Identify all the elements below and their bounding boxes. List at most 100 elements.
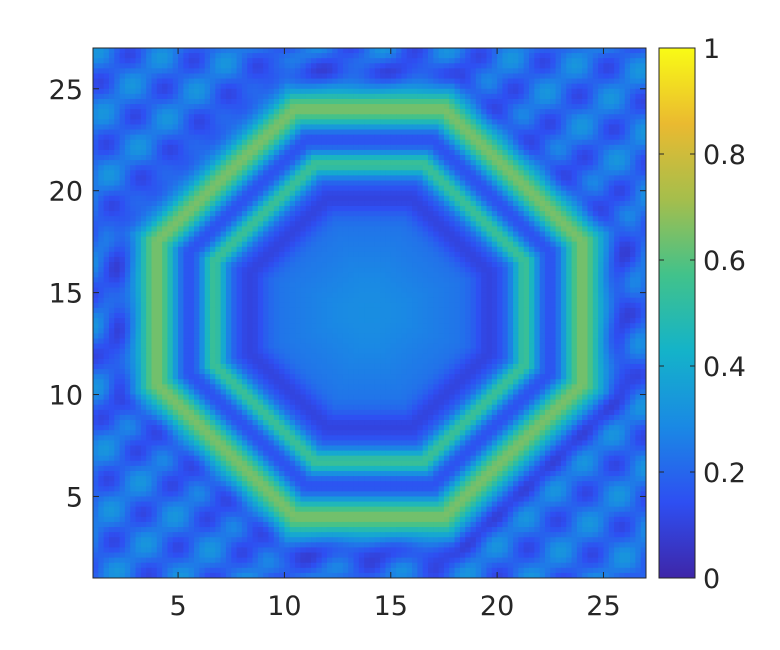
heatmap-cell — [353, 124, 360, 131]
heatmap-cell — [624, 48, 631, 54]
heatmap-cell — [555, 98, 562, 105]
heatmap-cell — [518, 221, 525, 227]
heatmap-cell — [635, 160, 642, 166]
heatmap-cell — [417, 149, 424, 156]
heatmap-cell — [566, 241, 573, 248]
heatmap-cell — [316, 78, 323, 85]
heatmap-cell — [417, 277, 424, 284]
heatmap-cell — [188, 139, 195, 146]
heatmap-cell — [241, 277, 248, 284]
heatmap-cell — [427, 73, 434, 80]
heatmap-cell — [295, 160, 301, 166]
heatmap-cell — [135, 221, 142, 227]
heatmap-cell — [560, 226, 567, 233]
heatmap-cell — [560, 272, 567, 278]
heatmap-cell — [108, 216, 115, 222]
heatmap-cell — [571, 267, 578, 273]
heatmap-cell — [146, 236, 153, 243]
heatmap-cell — [497, 277, 504, 284]
heatmap-cell — [263, 211, 270, 217]
heatmap-cell — [576, 155, 583, 161]
heatmap-cell — [560, 180, 567, 187]
heatmap-cell — [507, 205, 514, 212]
heatmap-cell — [502, 231, 509, 238]
heatmap-cell — [220, 160, 227, 166]
heatmap-cell — [257, 246, 264, 253]
heatmap-cell — [380, 211, 387, 217]
heatmap-cell — [529, 272, 535, 278]
heatmap-cell — [130, 63, 137, 69]
heatmap-cell — [443, 175, 450, 182]
heatmap-cell — [550, 134, 557, 141]
heatmap-cell — [603, 262, 610, 268]
heatmap-cell — [523, 211, 530, 217]
heatmap-cell — [481, 287, 488, 294]
heatmap-cell — [151, 175, 158, 182]
heatmap-cell — [279, 129, 286, 136]
heatmap-cell — [523, 287, 530, 294]
heatmap-cell — [406, 185, 413, 192]
heatmap-cell — [529, 277, 535, 284]
heatmap-cell — [518, 98, 525, 105]
heatmap-cell — [550, 190, 557, 197]
heatmap-cell — [475, 251, 482, 258]
heatmap-cell — [571, 78, 578, 85]
heatmap-cell — [273, 205, 280, 212]
heatmap-cell — [220, 139, 227, 146]
heatmap-cell — [470, 241, 477, 248]
heatmap-cell — [630, 267, 636, 273]
heatmap-cell — [449, 236, 456, 243]
heatmap-cell — [103, 104, 110, 110]
heatmap-cell — [534, 200, 541, 207]
heatmap-cell — [183, 267, 190, 273]
heatmap-cell — [406, 104, 413, 110]
heatmap-cell — [146, 256, 153, 263]
heatmap-cell — [459, 262, 466, 268]
heatmap-cell — [417, 200, 424, 207]
heatmap-cell — [443, 139, 450, 146]
heatmap-cell — [194, 190, 200, 197]
heatmap-cell — [305, 134, 312, 141]
heatmap-cell — [459, 200, 466, 207]
heatmap-cell — [289, 155, 296, 161]
heatmap-cell — [614, 119, 621, 126]
heatmap-cell — [603, 205, 610, 212]
heatmap-cell — [326, 205, 333, 212]
heatmap-cell — [284, 246, 291, 253]
heatmap-cell — [417, 129, 424, 136]
heatmap-cell — [380, 83, 387, 90]
heatmap-cell — [337, 185, 344, 192]
heatmap-cell — [172, 63, 179, 69]
heatmap-cell — [167, 68, 174, 75]
heatmap-cell — [342, 58, 349, 64]
heatmap-cell — [279, 200, 286, 207]
heatmap-cell — [412, 149, 418, 156]
heatmap-cell — [555, 149, 562, 156]
heatmap-cell — [178, 226, 184, 233]
heatmap-cell — [454, 155, 461, 161]
heatmap-cell — [518, 277, 525, 284]
heatmap-cell — [194, 104, 200, 110]
heatmap-cell — [124, 124, 131, 131]
heatmap-cell — [497, 114, 504, 120]
heatmap-cell — [518, 63, 525, 69]
heatmap-cell — [624, 109, 631, 115]
heatmap-cell — [598, 149, 605, 156]
heatmap-cell — [316, 282, 323, 289]
heatmap-cell — [624, 119, 631, 126]
heatmap-cell — [422, 180, 429, 187]
heatmap-cell — [225, 104, 232, 110]
heatmap-cell — [555, 231, 562, 238]
heatmap-cell — [247, 241, 254, 248]
heatmap-cell — [103, 48, 110, 54]
heatmap-cell — [619, 272, 626, 278]
heatmap-cell — [640, 73, 646, 80]
heatmap-cell — [576, 190, 583, 197]
heatmap-cell — [353, 272, 360, 278]
heatmap-cell — [114, 83, 121, 90]
heatmap-cell — [598, 216, 605, 222]
heatmap-cell — [614, 68, 621, 75]
heatmap-cell — [401, 246, 408, 253]
heatmap-cell — [592, 231, 599, 238]
